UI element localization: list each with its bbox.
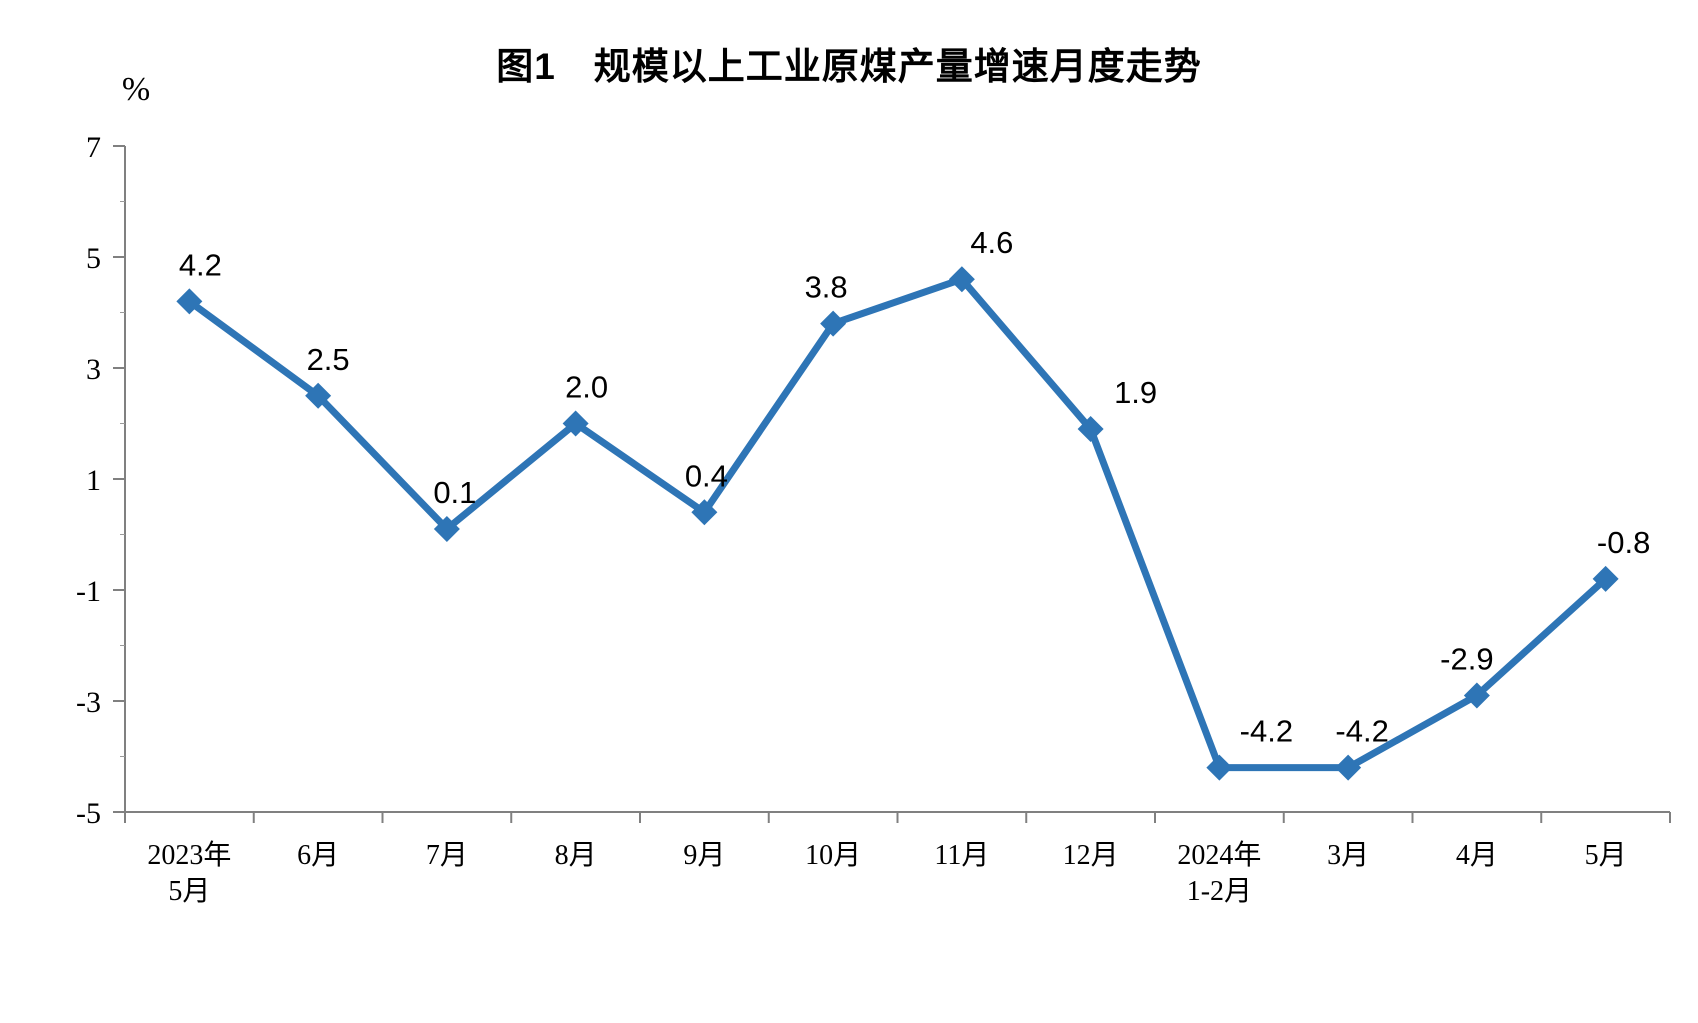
data-point-marker xyxy=(1592,565,1619,592)
data-point-marker xyxy=(948,266,975,293)
x-axis-tick-label: 7月 xyxy=(426,840,468,871)
x-axis-tick-label: 8月 xyxy=(555,840,597,871)
data-point-marker xyxy=(1335,754,1362,781)
x-axis-tick-label: 9月 xyxy=(683,840,725,871)
y-axis-tick-label: -3 xyxy=(76,686,101,719)
data-point-marker xyxy=(1463,682,1490,709)
x-axis-tick-label: 11月 xyxy=(934,840,989,871)
data-point-label: 0.4 xyxy=(685,458,728,493)
data-point-marker xyxy=(433,515,460,542)
data-point-marker xyxy=(176,288,203,315)
series-line xyxy=(185,275,1610,772)
chart-title: 图1 规模以上工业原煤产量增速月度走势 xyxy=(496,46,1202,87)
data-point-label: 4.2 xyxy=(179,247,222,282)
y-axis-tick-label: 7 xyxy=(86,131,101,164)
x-axis-tick-label: 6月 xyxy=(297,840,339,871)
data-point-marker xyxy=(691,499,718,526)
data-point-marker xyxy=(562,410,589,437)
data-point-marker xyxy=(820,310,847,337)
y-axis-tick-label: 3 xyxy=(86,353,101,386)
data-point-label: -2.9 xyxy=(1440,641,1493,676)
data-point-label: 0.1 xyxy=(433,475,476,510)
y-axis-tick-label: -5 xyxy=(76,797,101,830)
y-axis-tick-label: -1 xyxy=(76,575,101,608)
data-point-label: 3.8 xyxy=(805,270,848,305)
y-axis-tick-label: 1 xyxy=(86,464,101,497)
data-point-marker xyxy=(1077,416,1104,443)
y-axis-unit-label: % xyxy=(122,71,150,108)
x-axis-tick-label: 12月 xyxy=(1063,840,1119,871)
x-axis-tick-label: 2023年 5月 xyxy=(147,839,231,907)
x-axis-tick-label: 5月 xyxy=(1585,840,1627,871)
x-axis-tick-label: 2024年 1-2月 xyxy=(1177,839,1261,907)
y-axis-tick-label: 5 xyxy=(86,242,101,275)
x-axis-tick-label: 3月 xyxy=(1327,840,1369,871)
data-point-label: 4.6 xyxy=(970,225,1013,260)
data-point-marker xyxy=(305,382,332,409)
x-axis-tick-label: 10月 xyxy=(805,840,861,871)
data-point-label: -0.8 xyxy=(1597,525,1650,560)
data-point-label: -4.2 xyxy=(1335,714,1388,749)
data-point-label: 1.9 xyxy=(1114,375,1157,410)
data-point-marker xyxy=(1206,754,1233,781)
data-point-label: 2.0 xyxy=(565,370,608,405)
data-point-label: 2.5 xyxy=(307,342,350,377)
data-point-label: -4.2 xyxy=(1240,714,1293,749)
x-axis-tick-label: 4月 xyxy=(1456,840,1498,871)
